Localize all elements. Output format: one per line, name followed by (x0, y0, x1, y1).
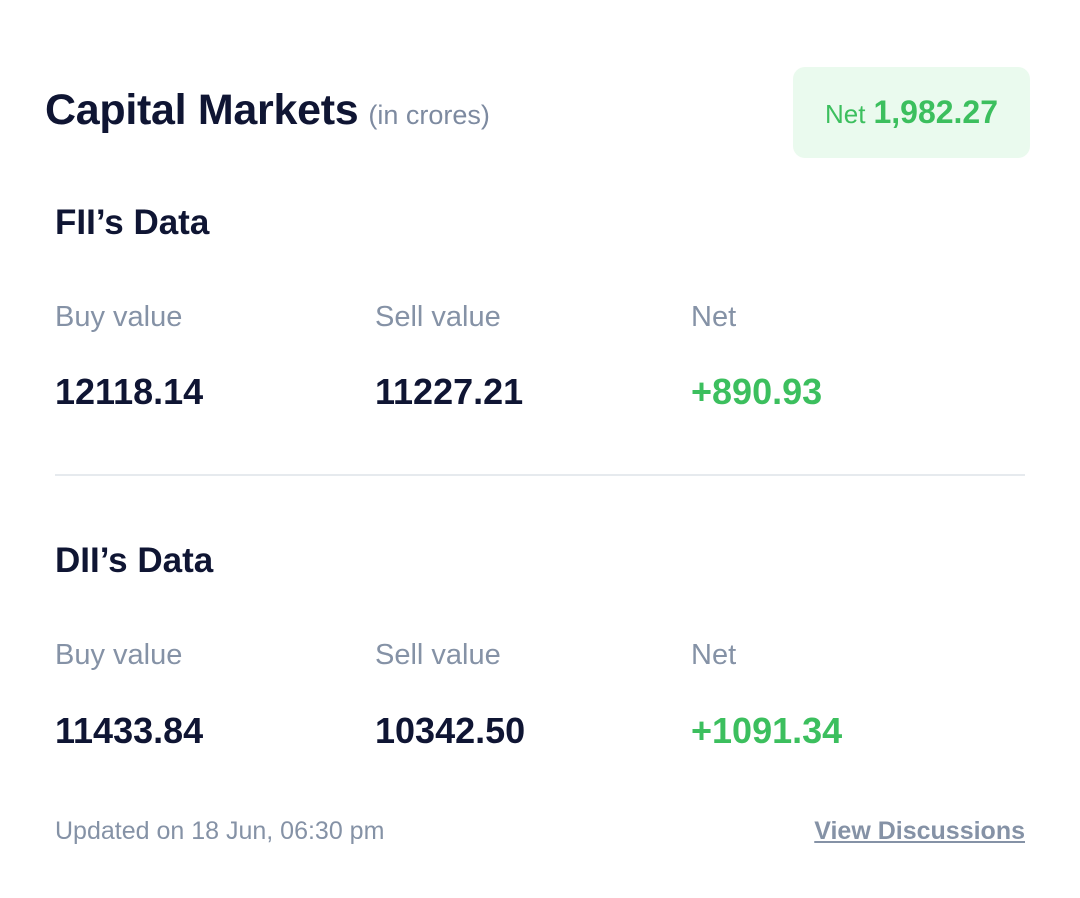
net-total-label: Net (824, 99, 866, 129)
page-title: Capital Markets (in crores) (45, 86, 490, 135)
title-text: Capital Markets (45, 86, 359, 134)
dii-buy-value: 11433.84 (55, 710, 204, 751)
dii-net-value: +1091.34 (691, 710, 843, 751)
dii-buy-label: Buy value (55, 639, 183, 671)
fii-buy-value: 12118.14 (55, 371, 204, 412)
view-discussions-link[interactable]: View Discussions (814, 817, 1025, 845)
fii-sell-value: 11227.21 (375, 371, 524, 412)
dii-sell-value: 10342.50 (375, 710, 526, 751)
updated-timestamp: Updated on 18 Jun, 06:30 pm (55, 817, 385, 845)
fii-buy-label: Buy value (55, 301, 183, 333)
net-total-value: 1,982.27 (873, 94, 999, 130)
fii-net-label: Net (691, 301, 737, 333)
dii-net-label: Net (691, 639, 737, 671)
dii-sell-label: Sell value (375, 639, 501, 671)
net-total-badge: Net 1,982.27 (793, 67, 1030, 158)
section-divider (55, 474, 1025, 476)
fii-net-value: +890.93 (691, 371, 823, 412)
fii-heading: FII’s Data (55, 203, 210, 242)
dii-heading: DII’s Data (55, 541, 214, 580)
unit-label: (in crores) (368, 100, 490, 130)
fii-sell-label: Sell value (375, 301, 501, 333)
